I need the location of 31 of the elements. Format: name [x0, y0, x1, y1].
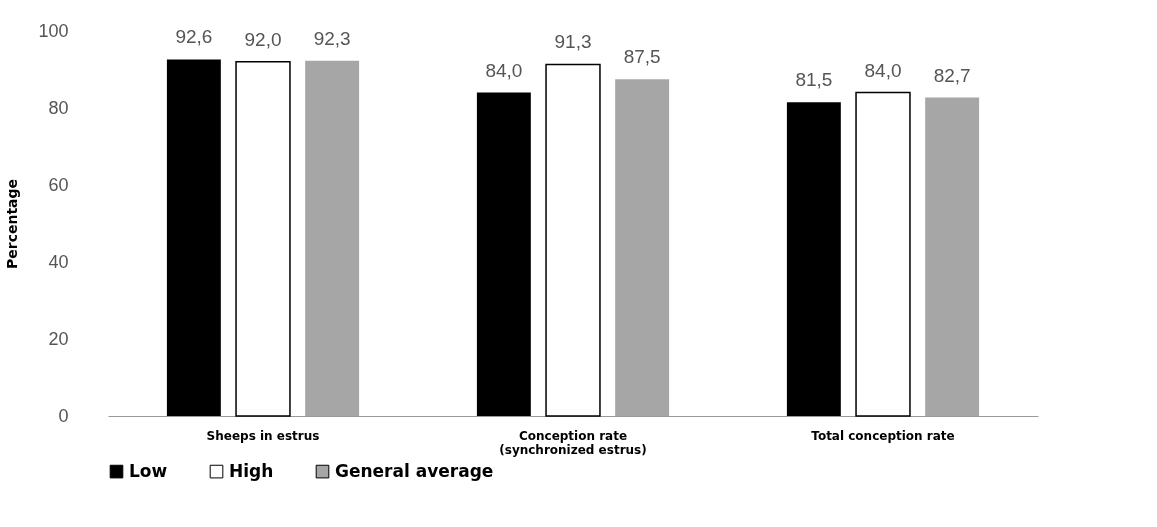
bar	[615, 79, 670, 416]
data-label: 92,6	[175, 26, 213, 48]
bar	[476, 92, 531, 416]
data-label: 92,3	[313, 27, 351, 49]
bar	[855, 91, 911, 417]
bar	[786, 102, 841, 416]
y-tick-label: 0	[58, 405, 69, 426]
data-label: 82,7	[933, 64, 971, 86]
x-tick-label: Sheeps in estrus	[206, 428, 320, 443]
y-tick-label: 80	[48, 97, 69, 118]
y-tick-label: 40	[48, 251, 69, 272]
legend-label: Low	[129, 460, 168, 481]
data-label: 92,0	[244, 28, 282, 50]
bar	[305, 60, 360, 416]
bar	[545, 63, 601, 417]
bar	[235, 61, 291, 417]
bar	[925, 97, 980, 416]
data-label: 84,0	[485, 59, 523, 81]
y-axis-title: Percentage	[4, 178, 21, 270]
y-tick-label: 60	[48, 174, 69, 195]
data-label: 84,0	[864, 59, 902, 81]
data-label: 81,5	[795, 69, 833, 91]
legend-label: High	[229, 460, 274, 481]
y-tick-label: 20	[48, 328, 69, 349]
x-tick-label: Total conception rate	[811, 428, 955, 443]
data-label: 87,5	[623, 46, 661, 68]
data-label: 91,3	[554, 31, 592, 53]
bar	[166, 59, 221, 416]
y-tick-label: 100	[38, 20, 69, 41]
legend-label: General average	[335, 460, 494, 481]
x-tick-label: Conception rate (synchronized estrus)	[499, 428, 647, 457]
